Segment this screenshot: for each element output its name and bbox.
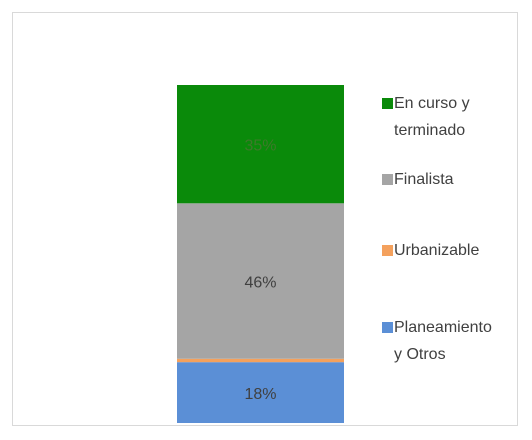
data-label: 35% bbox=[244, 137, 276, 154]
legend-label: En curso y terminado bbox=[394, 95, 470, 139]
legend-swatch bbox=[382, 98, 393, 109]
data-label: 46% bbox=[244, 274, 276, 291]
legend-entry: Finalista bbox=[382, 166, 514, 193]
bar-segment bbox=[177, 362, 344, 423]
chart-frame bbox=[12, 12, 518, 426]
legend-swatch bbox=[382, 174, 393, 185]
legend-entry: Urbanizable bbox=[382, 237, 514, 264]
bar-segment bbox=[177, 203, 344, 359]
legend-label: Finalista bbox=[394, 171, 454, 188]
legend-swatch bbox=[382, 245, 393, 256]
legend-swatch bbox=[382, 322, 393, 333]
data-label: 18% bbox=[244, 386, 276, 403]
legend-entry: En curso y terminado bbox=[382, 90, 514, 144]
legend-label: Urbanizable bbox=[394, 242, 480, 259]
bar-segment bbox=[177, 358, 344, 363]
legend-entry: Planeamiento y Otros bbox=[382, 314, 514, 368]
legend-label: Planeamiento y Otros bbox=[394, 319, 492, 363]
bar-segment bbox=[177, 85, 344, 204]
